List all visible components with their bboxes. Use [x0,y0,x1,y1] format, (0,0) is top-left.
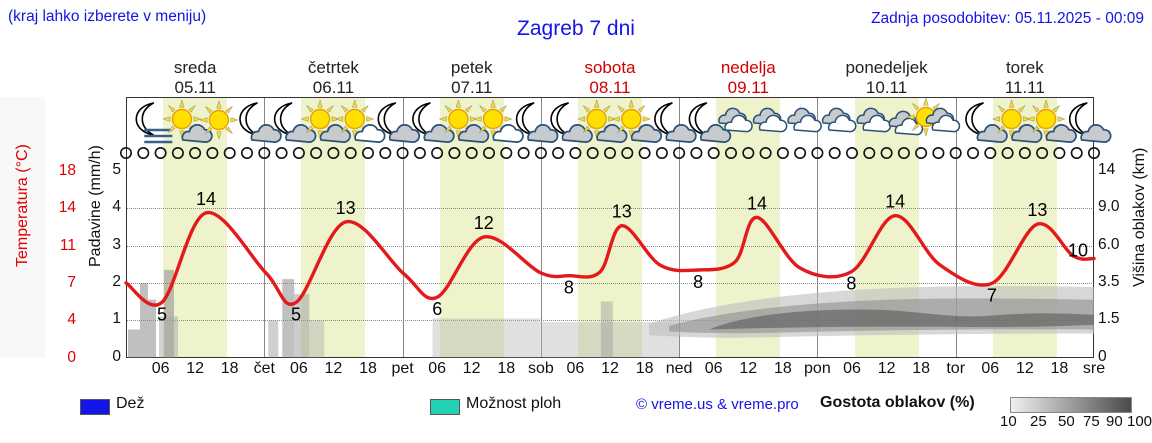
svg-text:5: 5 [157,304,167,324]
svg-text:14: 14 [747,193,767,213]
svg-text:14: 14 [885,192,905,212]
svg-text:7: 7 [987,285,997,305]
svg-text:13: 13 [1027,200,1047,220]
svg-text:8: 8 [693,272,703,292]
svg-text:10: 10 [1068,241,1088,261]
svg-text:13: 13 [612,202,632,222]
svg-text:12: 12 [474,213,494,233]
svg-text:8: 8 [846,274,856,294]
svg-text:13: 13 [336,198,356,218]
svg-text:5: 5 [291,305,301,325]
svg-text:6: 6 [432,299,442,319]
svg-text:8: 8 [564,278,574,298]
svg-text:14: 14 [196,189,216,209]
